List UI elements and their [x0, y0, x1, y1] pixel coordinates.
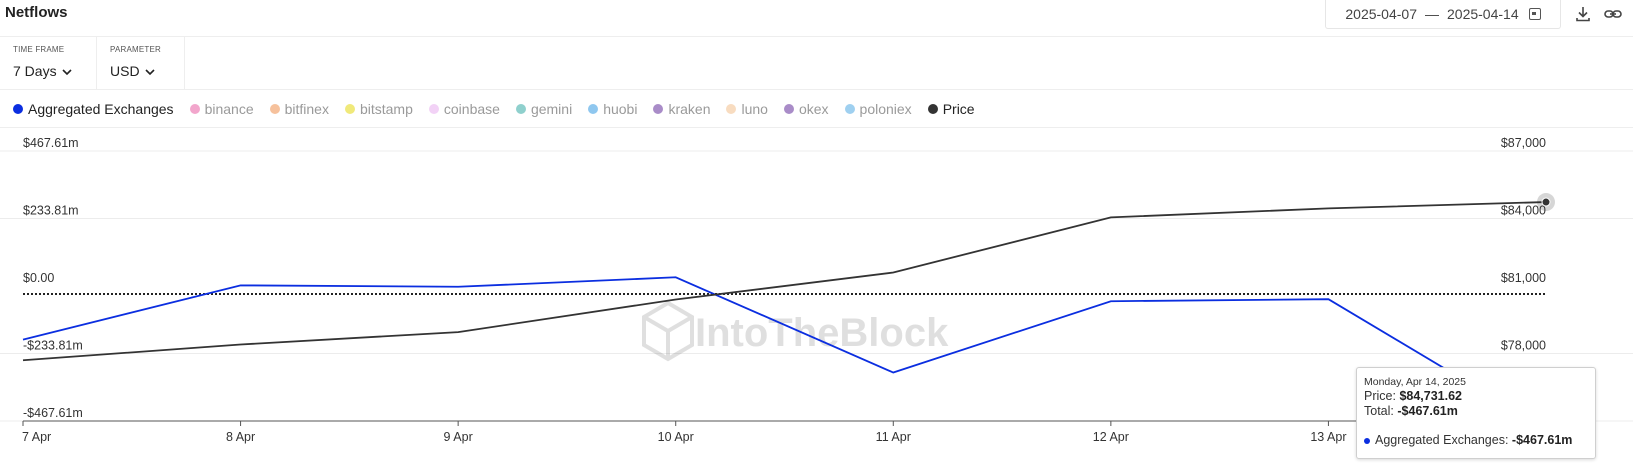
legend-dot [344, 103, 355, 114]
tooltip-total-row: Total: -$467.61m [1364, 404, 1458, 418]
x-tick-label: 7 Apr [22, 430, 51, 444]
legend-dot [13, 103, 23, 114]
calendar-icon[interactable] [1528, 8, 1541, 20]
legend-item-binance[interactable]: binance [189, 100, 254, 117]
watermark-logo-icon [642, 300, 694, 362]
legend-dot [269, 103, 280, 114]
legend-dot [844, 103, 855, 114]
filter-divider [184, 37, 185, 89]
legend-dot [726, 103, 737, 114]
legend-item-bitfinex[interactable]: bitfinex [269, 100, 329, 117]
date-from: 2025-04-07 [1345, 6, 1417, 22]
chart-axes: $467.61m $87,000 $233.81m $84,000 $0.00 $81,0… [23, 136, 1546, 422]
page-title: Netflows [5, 4, 68, 21]
parameter-select[interactable]: USD [110, 63, 156, 79]
legend-label: bitfinex [284, 100, 329, 117]
filter-divider [96, 37, 97, 89]
x-tick-label: 13 Apr [1310, 430, 1346, 444]
legend-item-poloniex[interactable]: poloniex [844, 100, 912, 117]
tooltip-price-row: Price: $84,731.62 [1364, 389, 1462, 403]
date-range-picker[interactable]: 2025-04-07 — 2025-04-14 [1325, 0, 1561, 29]
header-bar: Netflows 2025-04-07 — 2025-04-14 [0, 0, 1633, 37]
netflows-chart: IntoTheBlock $467.61m $87,000 $233.81m $84,… [0, 136, 1633, 444]
legend-item-price[interactable]: Price [927, 100, 975, 117]
hover-point [1541, 197, 1551, 207]
tooltip-series-label: Aggregated Exchanges: [1375, 433, 1509, 447]
chevron-down-icon [62, 69, 73, 76]
legend-label: okex [798, 100, 829, 117]
legend-dot [515, 103, 526, 114]
parameter-filter[interactable]: PARAMETER USD [97, 37, 185, 89]
legend-item-aggregated-exchanges[interactable]: Aggregated Exchanges [13, 101, 174, 117]
tooltip-date: Monday, Apr 14, 2025 [1364, 376, 1466, 388]
legend-label: kraken [668, 100, 711, 117]
timeframe-value: 7 Days [13, 63, 57, 79]
tooltip-series-dot [1364, 437, 1370, 444]
legend-item-coinbase[interactable]: coinbase [428, 100, 500, 117]
timeframe-label: TIME FRAME [13, 45, 65, 54]
series-line-price [22, 201, 1547, 362]
legend-dot [927, 103, 938, 114]
legend-label: bitstamp [359, 100, 413, 117]
legend-item-bitstamp[interactable]: bitstamp [344, 100, 413, 117]
x-tick-label: 12 Apr [1093, 430, 1129, 444]
legend-item-luno[interactable]: luno [726, 100, 768, 117]
x-tick-label: 9 Apr [444, 430, 473, 444]
legend-dot [653, 103, 664, 114]
watermark: IntoTheBlock [642, 300, 949, 362]
legend-label: Price [942, 100, 975, 117]
left-tick-label: $0.00 [23, 271, 54, 285]
chart-tooltip: Monday, Apr 14, 2025 Price: $84,731.62 T… [1356, 367, 1596, 459]
timeframe-filter[interactable]: TIME FRAME 7 Days [0, 37, 97, 89]
legend-dot [189, 103, 200, 114]
legend-item-kraken[interactable]: kraken [653, 101, 710, 117]
legend-label: gemini [530, 100, 573, 117]
chart-legend: Aggregated Exchanges binance bitfinex bitst… [0, 90, 1633, 128]
legend-item-okex[interactable]: okex [783, 100, 829, 117]
timeframe-select[interactable]: 7 Days [13, 63, 73, 79]
watermark-text: IntoTheBlock [695, 311, 949, 355]
chevron-down-icon [145, 69, 156, 76]
filter-bar: TIME FRAME 7 Days PARAMETER USD [0, 37, 1633, 90]
legend-label: coinbase [443, 100, 500, 117]
legend-dot [783, 103, 794, 114]
x-tick-label: 10 Apr [658, 430, 694, 444]
legend-item-gemini[interactable]: gemini [515, 100, 573, 117]
legend-label: binance [204, 100, 254, 117]
parameter-value: USD [110, 63, 140, 79]
legend-label: huobi [603, 100, 638, 117]
right-tick-label: $87,000 [1501, 136, 1546, 150]
right-tick-label: $81,000 [1501, 271, 1546, 285]
tooltip-series-value: -$467.61m [1511, 433, 1573, 447]
date-to: 2025-04-14 [1447, 6, 1519, 22]
right-tick-label: $84,000 [1501, 203, 1546, 217]
tooltip-price-value: $84,731.62 [1399, 389, 1462, 403]
tooltip-price-label: Price: [1364, 389, 1396, 403]
series-line-aggregated-exchanges [22, 276, 1547, 430]
chart-lines [22, 201, 1547, 430]
date-separator: — [1425, 6, 1439, 22]
left-tick-label: $233.81m [23, 203, 79, 217]
tooltip-total-label: Total: [1364, 404, 1394, 418]
x-tick-label: 11 Apr [876, 430, 911, 444]
tooltip-series-row: Aggregated Exchanges: -$467.61m [1364, 433, 1572, 447]
right-tick-label: $78,000 [1501, 339, 1546, 353]
x-tick-label: 8 Apr [226, 430, 255, 444]
left-tick-label: -$233.81m [23, 339, 83, 353]
left-tick-label: -$467.61m [23, 406, 83, 420]
legend-label: Aggregated Exchanges [28, 100, 174, 117]
tooltip-total-value: -$467.61m [1397, 404, 1458, 418]
legend-dot [428, 103, 439, 114]
chart-grid [0, 150, 1633, 422]
left-tick-label: $467.61m [23, 136, 79, 150]
legend-item-huobi[interactable]: huobi [588, 101, 637, 117]
parameter-label: PARAMETER [110, 45, 161, 54]
link-icon[interactable] [1603, 4, 1623, 24]
download-icon[interactable] [1573, 4, 1593, 24]
legend-label: poloniex [859, 100, 912, 117]
legend-dot [588, 103, 599, 114]
legend-label: luno [741, 100, 768, 117]
